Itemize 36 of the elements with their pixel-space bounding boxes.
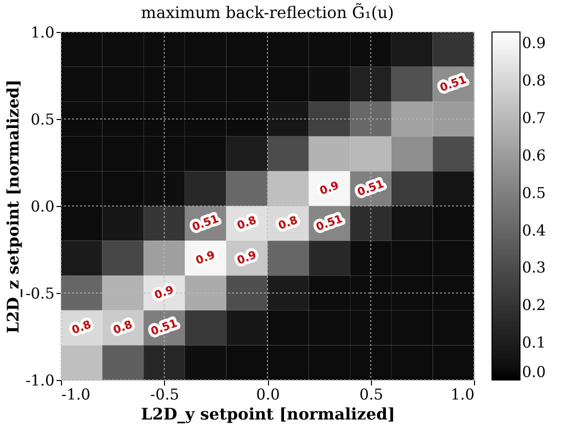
y-tick-label: -0.5 [26, 284, 54, 302]
x-axis-title: L2D_y setpoint [normalized] [140, 404, 396, 424]
x-tick-label: -0.5 [150, 386, 180, 404]
annotation: 0.8 [276, 213, 300, 232]
color-bar-label: 0.2 [522, 296, 546, 314]
annotation: 0.51 [314, 212, 344, 234]
color-bar-label: 0.0 [522, 363, 546, 381]
y-tick-label: 0.5 [30, 110, 54, 128]
annotation: 0.9 [235, 248, 258, 268]
y-tick-label: 1.0 [30, 24, 54, 42]
annotation: 0.9 [318, 178, 341, 198]
x-tick-label: -1.0 [62, 386, 90, 404]
annotation: 0.8 [235, 213, 258, 232]
color-bar-label: 0.1 [522, 334, 546, 352]
y-tick-label: 0.0 [30, 198, 54, 216]
color-bar-label: 0.3 [522, 258, 546, 277]
x-tick-label: 0.0 [256, 386, 280, 404]
annotation: 0.8 [70, 318, 93, 337]
color-bar-label: 0.6 [522, 146, 546, 164]
color-bar-label: 0.4 [522, 221, 546, 240]
x-tick-label: 0.5 [359, 386, 384, 404]
color-bar-label: 0.7 [522, 109, 546, 128]
annotation: 0.51 [149, 316, 180, 338]
annotation: 0.9 [194, 248, 217, 268]
annotation: 0.51 [438, 72, 468, 94]
color-bar-label: 0.8 [522, 72, 546, 90]
y-axis-title: L2D_z setpoint [normalized] [4, 80, 23, 334]
x-tick-label: 1.0 [450, 386, 474, 404]
annotation: 0.9 [152, 283, 176, 302]
annotation: 0.51 [190, 212, 220, 234]
color-bar-label: 0.5 [522, 184, 546, 202]
chart-title: maximum back-reflection G̃₁(u) [141, 3, 394, 22]
color-bar-label: 0.9 [522, 34, 546, 52]
y-tick-label: -1.0 [26, 372, 54, 390]
annotation: 0.51 [356, 177, 386, 199]
annotation: 0.8 [111, 318, 134, 337]
